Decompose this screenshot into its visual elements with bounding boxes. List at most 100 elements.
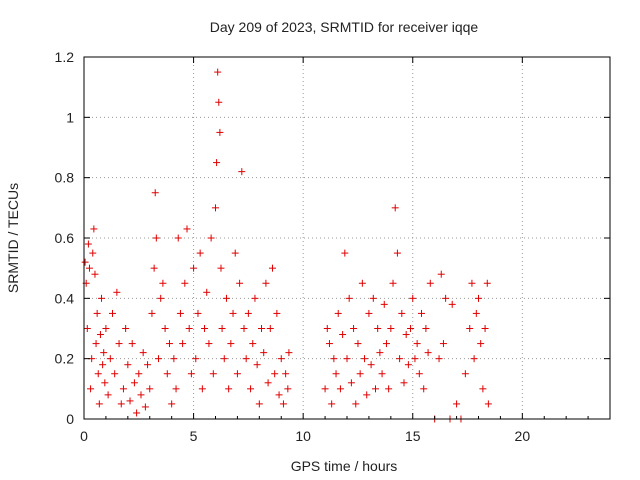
data-point [215,98,223,106]
data-point [361,355,369,363]
data-point [352,400,360,408]
data-point [387,325,395,332]
data-point [442,294,450,302]
data-point [207,234,215,242]
data-point [176,309,184,317]
data-point [369,294,377,302]
data-point [174,234,182,242]
data-point [93,309,101,317]
data-point [150,264,158,272]
data-point [271,370,279,378]
data-point [415,370,423,378]
data-point [466,325,474,332]
data-point [273,309,281,317]
data-point [165,340,173,348]
data-point [249,340,257,348]
x-tick-label: 0 [80,428,88,444]
y-tick-label: 1 [66,109,74,125]
data-point [282,370,290,378]
data-point [472,309,480,317]
data-point [201,325,209,332]
data-point [365,309,373,317]
data-point [409,294,417,302]
data-point [264,379,272,387]
x-tick-label: 15 [405,428,421,444]
data-point [332,370,340,378]
data-point [99,361,107,369]
data-point [378,370,386,378]
data-point [214,68,222,76]
data-point [137,391,145,399]
data-point [222,294,230,302]
data-point [413,340,421,348]
data-point [98,294,106,302]
data-point [279,400,287,408]
data-point [396,355,404,363]
data-point [339,331,347,339]
data-point [144,361,152,369]
data-point [83,325,91,332]
data-point [212,204,219,212]
data-point [161,325,169,332]
data-point [475,294,482,302]
data-point [347,379,355,387]
y-axis-label: SRMTID / TECUs [5,183,21,293]
y-tick-label: 0.6 [55,230,75,246]
data-point [418,309,426,317]
data-point [398,309,406,317]
data-point [170,355,178,363]
data-point [102,325,110,332]
data-point [439,340,447,348]
data-point [336,385,344,393]
data-point [468,279,476,287]
data-point [343,355,351,363]
y-tick-label: 0.2 [55,351,75,367]
data-points [81,68,492,423]
data-point [411,355,419,363]
data-point [477,340,485,348]
data-point [205,340,213,348]
data-point [148,309,156,317]
data-point [321,385,329,393]
data-point [435,355,443,363]
data-point [481,325,489,332]
data-point [325,340,333,348]
data-point [92,340,100,348]
data-point [268,264,276,272]
data-point [126,397,134,405]
data-point [141,403,149,411]
data-point [104,391,112,399]
data-point [85,264,93,272]
data-point [334,309,342,317]
data-point [217,264,225,272]
data-point [101,379,109,387]
data-point [183,225,191,233]
data-point [393,249,401,257]
data-point [146,385,154,393]
data-point [213,159,221,167]
data-point [81,258,89,266]
data-point [376,349,384,357]
data-point [448,300,456,308]
data-point [437,270,445,278]
data-point [236,279,244,287]
data-point [382,340,390,348]
data-point [247,385,255,393]
data-point [404,361,412,369]
data-point [461,370,469,378]
data-point [172,385,180,393]
data-point [130,379,138,387]
data-point [341,249,349,257]
y-axis-ticks: 0 0.2 0.4 0.6 0.8 1 1.2 [55,49,610,427]
data-point [155,355,163,363]
data-point [159,279,167,287]
data-point [192,355,200,363]
data-point [363,391,371,399]
data-point [242,355,250,363]
data-point [470,355,478,363]
y-tick-label: 0 [66,411,74,427]
data-point [225,385,233,393]
data-point [400,379,408,387]
data-point [152,234,160,242]
data-point [115,340,123,348]
